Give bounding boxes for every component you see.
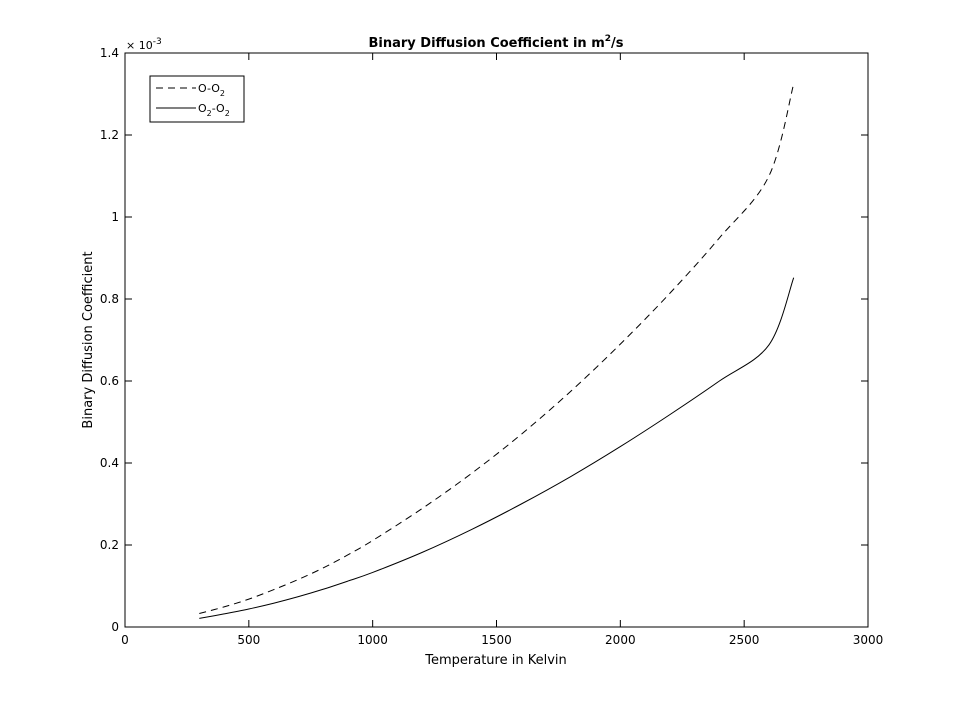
x-axis-label: Temperature in Kelvin [424, 653, 567, 668]
y-axis-ticks: 0 0.2 0.4 0.6 0.8 1 1.2 1.4 [100, 46, 868, 634]
y-tick-label: 0.6 [100, 374, 119, 388]
y-tick-label: 0.4 [100, 456, 119, 470]
x-tick-label: 3000 [853, 633, 884, 647]
series-line-o-o2 [199, 83, 795, 614]
y-tick-label: 0 [111, 620, 119, 634]
chart-title: Binary Diffusion Coefficient in m2/s [368, 34, 623, 51]
legend: O-O2 O2-O2 [149, 75, 245, 123]
x-axis-ticks: 0 500 1000 1500 2000 2500 3000 [121, 53, 883, 647]
legend-label: O2-O2 [198, 102, 230, 118]
y-tick-label: 0.2 [100, 538, 119, 552]
x-tick-label: 2000 [605, 633, 636, 647]
series-line-o2-o2 [199, 277, 795, 619]
y-tick-label: 1 [111, 210, 119, 224]
x-tick-label: 0 [121, 633, 129, 647]
y-tick-label: 1.2 [100, 128, 119, 142]
series-layer [199, 83, 795, 619]
y-tick-label: 0.8 [100, 292, 119, 306]
axes-frame [124, 52, 869, 628]
x-tick-label: 2500 [729, 633, 760, 647]
legend-box [149, 75, 245, 123]
x-tick-label: 1000 [357, 633, 388, 647]
y-axis-exponent: × 10-3 [126, 37, 162, 52]
x-tick-label: 1500 [481, 633, 512, 647]
axes-box [124, 52, 869, 628]
x-tick-label: 500 [237, 633, 260, 647]
y-tick-label: 1.4 [100, 46, 119, 60]
legend-label: O-O2 [198, 82, 225, 98]
y-axis-label: Binary Diffusion Coefficient [81, 251, 96, 428]
